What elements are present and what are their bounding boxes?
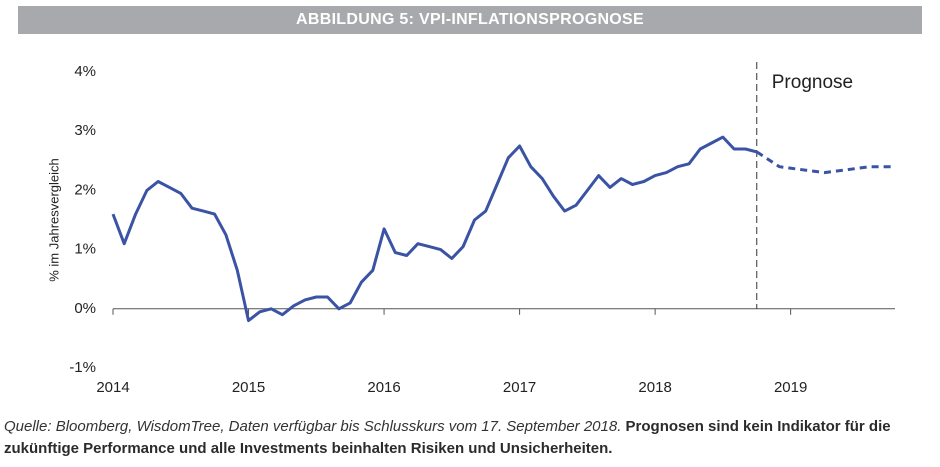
y-tick-label: 0% <box>74 300 96 317</box>
y-tick-label: 3% <box>74 122 96 139</box>
x-tick-label: 2016 <box>367 379 400 396</box>
x-tick-label: 2015 <box>232 379 265 396</box>
line <box>755 150 893 175</box>
chart: % im Jahresvergleich -1% 0% 1% 2% 3% 4% 2014 20… <box>46 62 895 396</box>
annotation: Prognose <box>772 72 853 93</box>
x-tick-label: 2014 <box>96 379 129 396</box>
y-axis-label: % im Jahresvergleich <box>46 158 61 282</box>
x-tick-label: 2017 <box>503 379 536 396</box>
y-tick-label: 4% <box>74 63 96 80</box>
y-tick-label: -1% <box>69 359 96 376</box>
source: Quelle: Bloomberg, WisdomTree, Daten ver… <box>4 418 622 435</box>
y-tick-label: 2% <box>74 181 96 198</box>
line <box>111 135 758 323</box>
x-tick-label: 2019 <box>774 379 807 396</box>
disclaimer: Prognosen sind kein Indikator für die zu… <box>4 418 891 457</box>
footnote: Quelle: Bloomberg, WisdomTree, Daten ver… <box>4 416 934 460</box>
y-tick-label: 1% <box>74 241 96 258</box>
chart-title: ABBILDUNG 5: VPI-INFLATIONSPROGNOSE <box>18 6 922 34</box>
x-tick-label: 2018 <box>638 379 671 396</box>
